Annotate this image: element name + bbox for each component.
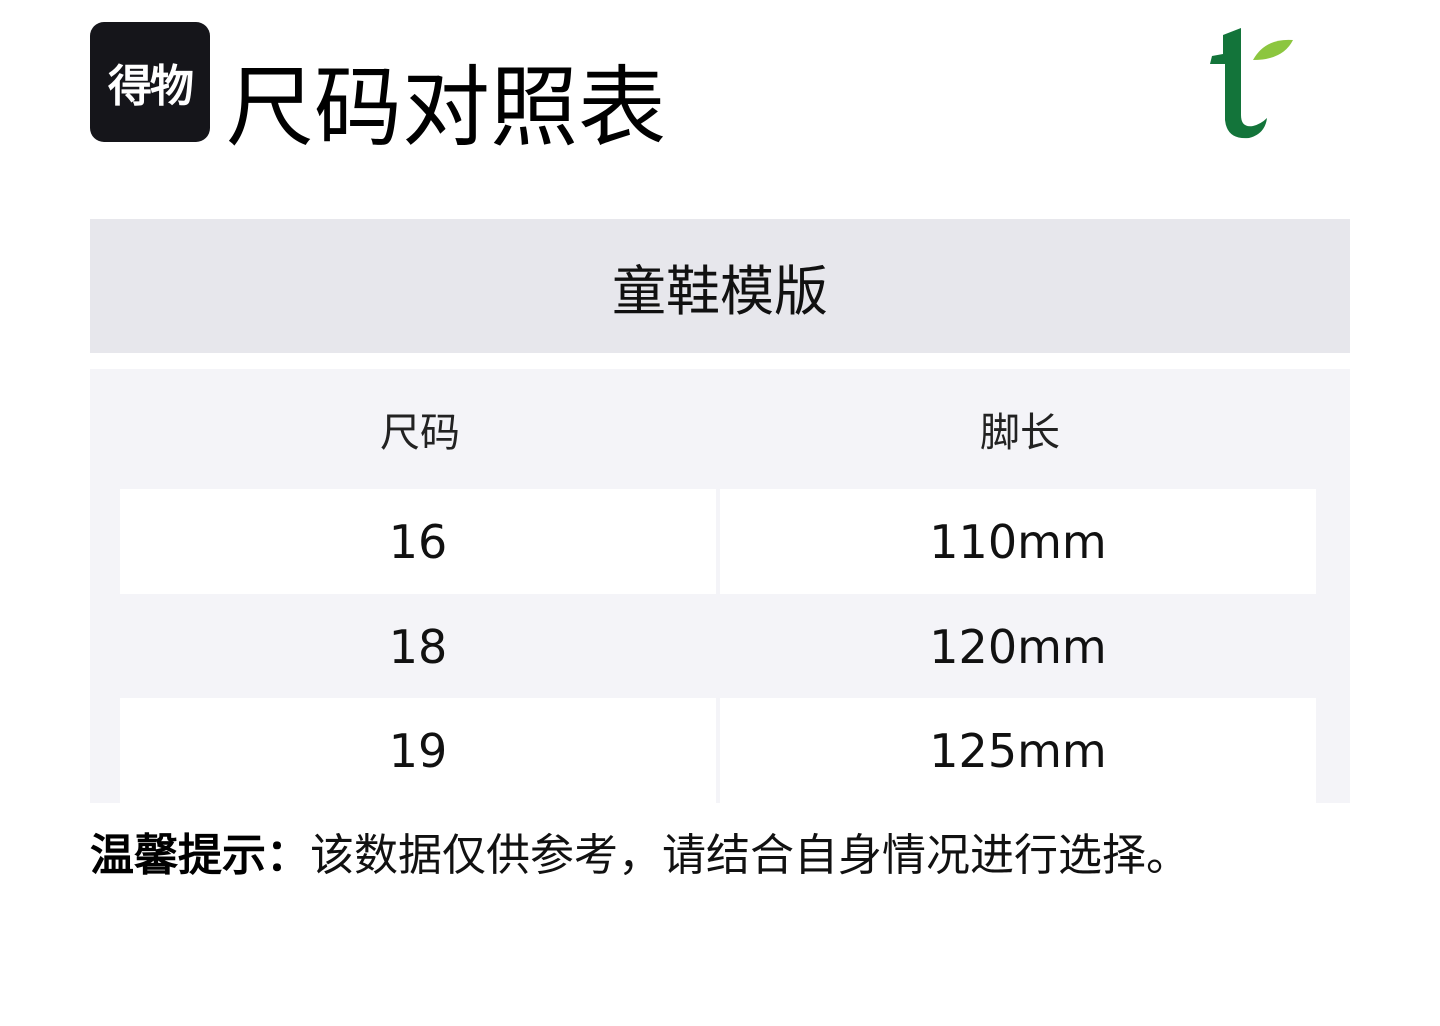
table-template-title: 童鞋模版 — [90, 219, 1350, 353]
size-cell: 16 — [120, 489, 716, 594]
foot-length-cell: 125mm — [720, 698, 1316, 803]
column-header-size: 尺码 — [380, 410, 460, 456]
brand-logo-icon — [1210, 28, 1293, 139]
foot-length-cell: 120mm — [929, 619, 1107, 674]
page-title: 尺码对照表 — [226, 56, 667, 159]
table-row: 19 125mm — [120, 698, 1316, 803]
tip-label: 温馨提示： — [90, 830, 310, 881]
column-header-foot-length: 脚长 — [980, 410, 1060, 456]
tip-text: 该数据仅供参考，请结合自身情况进行选择。 — [310, 830, 1190, 881]
tip-note: 温馨提示：该数据仅供参考，请结合自身情况进行选择。 — [90, 826, 1190, 886]
table-row: 18 120mm — [120, 594, 1316, 699]
size-table: 尺码 脚长 16 110mm 18 120mm 19 125mm — [90, 369, 1350, 803]
logo-text: 得物 — [108, 61, 194, 112]
size-cell: 18 — [388, 619, 448, 674]
size-cell: 19 — [120, 698, 716, 803]
foot-length-cell: 110mm — [720, 489, 1316, 594]
dewu-logo: 得物 — [90, 22, 210, 142]
table-row: 16 110mm — [120, 489, 1316, 594]
